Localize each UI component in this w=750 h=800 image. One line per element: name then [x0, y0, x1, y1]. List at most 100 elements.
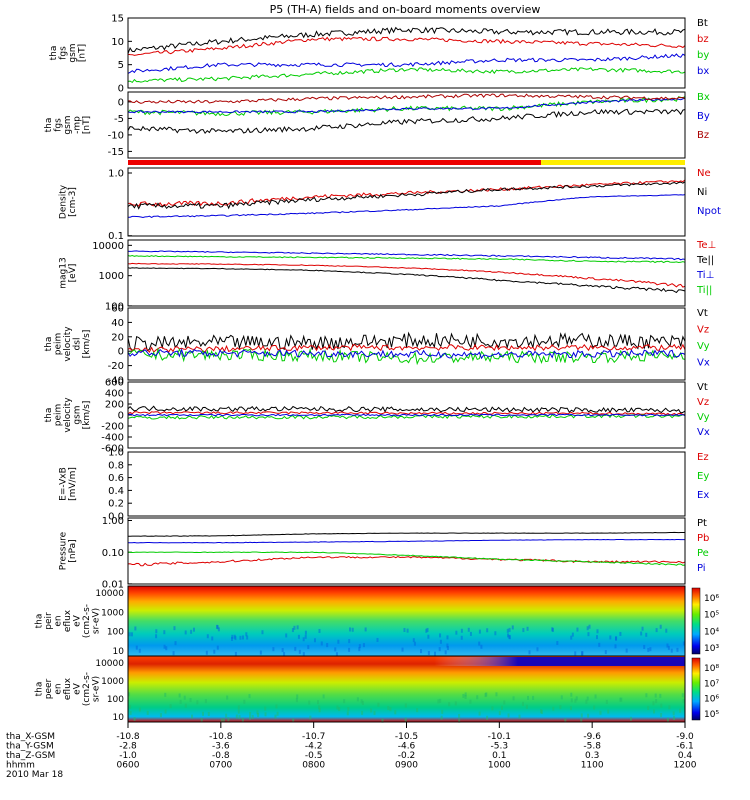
- ephem-value: -10.7: [302, 732, 325, 742]
- spectrogram-speckle: [498, 711, 501, 716]
- y-tick-label: 5: [118, 60, 124, 71]
- spectrogram-speckle: [462, 693, 465, 698]
- panel-5: tha peim velocity dsl [km/s] 60 40 20 0 -20 -40 Vt V…: [44, 304, 710, 387]
- spectrogram-speckle: [605, 699, 608, 704]
- series-Bt: [127, 26, 686, 54]
- ylabel-line: [nPa]: [68, 539, 78, 562]
- y-tick-label: 15: [111, 14, 124, 25]
- spectrogram-speckle: [220, 718, 223, 723]
- spectrogram-speckle: [512, 696, 515, 701]
- spectrogram-speckle: [607, 709, 610, 714]
- y-tick-label: 0.01: [102, 579, 124, 590]
- ylabel-line: eV: [73, 614, 83, 627]
- ephem-value: 0.4: [678, 751, 693, 761]
- colorbar: [691, 657, 701, 721]
- spectrogram-speckle: [234, 636, 237, 641]
- series-trace: [127, 108, 686, 135]
- colorbar-tick-label: 10⁵: [704, 710, 719, 720]
- ephem-value: -1.0: [119, 751, 137, 761]
- spectrogram-speckle: [433, 651, 436, 656]
- spectrogram-high-energy-band: [128, 657, 685, 666]
- spectrogram-speckle: [444, 650, 447, 655]
- spectrogram-speckle: [404, 717, 407, 722]
- spectrogram-speckle: [460, 635, 463, 640]
- spectrogram-speckle: [155, 634, 158, 639]
- spectrogram-speckle: [458, 713, 461, 718]
- spectrogram-speckle: [679, 708, 682, 713]
- panel-8: Pressure [nPa] 1.00 0.10 0.01 Pt Pb Pe Pi: [58, 516, 709, 590]
- y-tick-label: 1000: [99, 271, 124, 282]
- ylabel-line: peir: [44, 612, 54, 630]
- spectrogram-speckle: [297, 634, 300, 639]
- spectrogram-speckle: [404, 703, 407, 708]
- y-tick-label: 20: [111, 332, 124, 343]
- spectrogram-speckle: [348, 647, 351, 652]
- ylabel-line: -mp: [73, 116, 83, 134]
- spectrogram-speckle: [670, 648, 673, 653]
- spectrogram-speckle: [129, 704, 132, 709]
- spectrogram-speckle: [532, 695, 535, 700]
- spectrogram-speckle: [588, 624, 591, 629]
- y-tick-label: 1000: [101, 677, 124, 687]
- ylabel-line: sr-eV): [92, 676, 102, 702]
- spectrogram-speckle: [302, 652, 305, 657]
- spectrogram-speckle: [206, 634, 209, 639]
- legend-Vx: Vx: [697, 427, 710, 438]
- spectrogram-speckle: [294, 646, 297, 651]
- spectrogram-speckle: [476, 695, 479, 700]
- ephem-value: 1100: [581, 761, 604, 771]
- series-Vx: [127, 348, 686, 360]
- spectrogram-speckle: [614, 644, 617, 649]
- spectrogram-speckle: [413, 641, 416, 646]
- ephem-value: -0.2: [398, 751, 416, 761]
- spectrogram-speckle: [377, 702, 380, 707]
- ylabel-line: eV: [73, 682, 83, 695]
- ephem-value: 0800: [302, 761, 325, 771]
- spectrogram-speckle: [654, 693, 657, 698]
- spectrogram-speckle: [570, 635, 573, 640]
- spectrogram-speckle: [251, 715, 254, 720]
- spectrogram-speckle: [191, 714, 194, 719]
- ylabel-line: tha: [44, 408, 54, 423]
- spectrogram-speckle: [298, 649, 301, 654]
- spectrogram-speckle: [575, 696, 578, 701]
- spectrogram-speckle: [248, 694, 251, 699]
- panel-6: tha peim velocity gsm [km/s]6004002000-200-4…: [44, 378, 710, 455]
- ylabel-line: Pressure: [58, 531, 68, 570]
- spectrogram-speckle: [420, 649, 423, 654]
- spectrogram-speckle: [403, 627, 406, 632]
- spectrogram-speckle: [643, 644, 646, 649]
- panel-8-ylabel: Pressure [nPa]: [58, 531, 78, 570]
- ylabel-line: eflux: [63, 677, 73, 700]
- y-tick-label: 40: [111, 318, 124, 329]
- y-tick-label: 10000: [95, 659, 124, 669]
- spectrogram-speckle: [619, 697, 622, 702]
- spectrogram-speckle: [318, 708, 321, 713]
- spectrogram-speckle: [234, 651, 237, 656]
- spectrogram-speckle: [525, 704, 528, 709]
- spectrogram-speckle: [446, 635, 449, 640]
- ephem-row-label: hhmm: [6, 761, 35, 771]
- panel-4-ylabel: mag13 [eV]: [58, 257, 78, 288]
- ylabel-line: mag13: [58, 257, 68, 288]
- colorbar-tick-label: 10⁸: [704, 664, 719, 674]
- ylabel-line: [mV/m]: [68, 467, 78, 501]
- spectrogram-speckle: [495, 692, 498, 697]
- spectrogram-speckle: [204, 699, 207, 704]
- legend-Pe: Pe: [697, 548, 709, 559]
- spectrogram-speckle: [307, 645, 310, 650]
- ephem-value: 0.3: [585, 751, 599, 761]
- spectrogram-speckle: [237, 709, 240, 714]
- colorbar-tick-label: 10⁶: [704, 695, 719, 705]
- panel-frame: [127, 307, 686, 381]
- y-tick-label: 200: [105, 400, 124, 411]
- spectrogram-speckle: [406, 628, 409, 633]
- spectrogram-speckle: [574, 651, 577, 656]
- spectrogram-speckle: [376, 637, 379, 642]
- colorbar: [691, 587, 701, 655]
- panel-frame: [127, 91, 686, 159]
- spectrogram-10: [128, 656, 685, 722]
- spectrogram-speckle: [653, 709, 656, 714]
- spectrogram-speckle: [173, 626, 176, 631]
- spectrogram-speckle: [569, 706, 572, 711]
